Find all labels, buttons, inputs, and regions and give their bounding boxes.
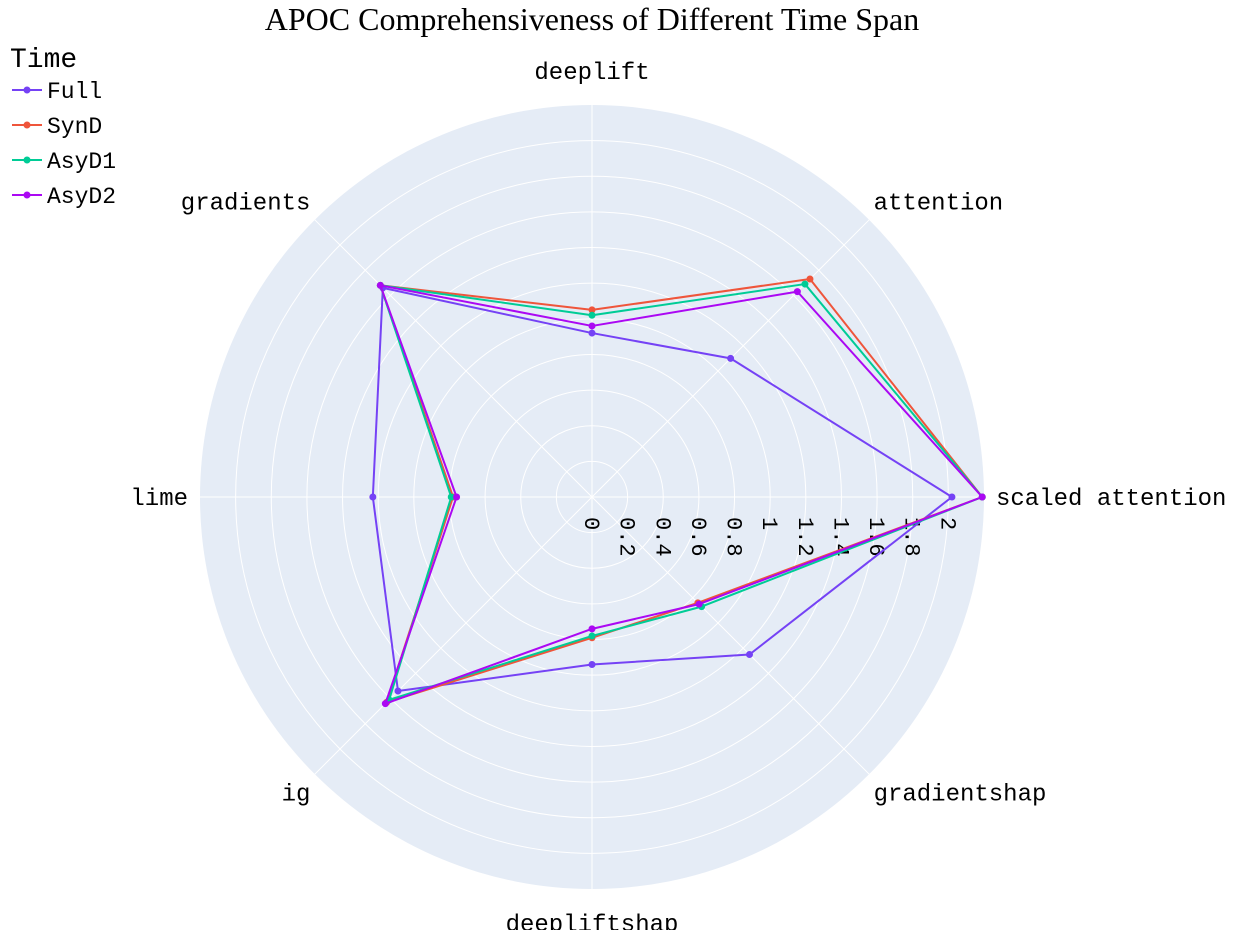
series-point <box>447 493 455 501</box>
radial-tick-label: 0.2 <box>614 517 639 557</box>
series-point <box>588 329 596 337</box>
legend-swatch-marker <box>23 191 31 199</box>
legend-swatch-marker <box>23 156 31 164</box>
series-layer <box>369 275 986 708</box>
legend-title: Time <box>10 45 77 76</box>
series-point <box>588 660 596 668</box>
series-point <box>588 625 596 633</box>
series-point <box>695 600 703 608</box>
radial-tick-label: 1 <box>756 517 781 530</box>
radial-tick-label: 0.4 <box>649 517 674 557</box>
series-point <box>588 306 596 314</box>
series-point <box>793 288 801 296</box>
radial-tick-label: 1.2 <box>792 517 817 557</box>
series-point <box>588 311 596 319</box>
series-point <box>453 493 461 501</box>
category-label: attention <box>874 190 1004 217</box>
series-point <box>394 687 402 695</box>
radial-tick-label: 0 <box>578 517 603 530</box>
radial-tick-labels: 0 0.2 0.4 0.6 0.8 1 1.2 1.4 1.6 1.8 2 <box>578 517 959 557</box>
category-label: scaled attention <box>996 486 1226 513</box>
series-point <box>588 632 596 640</box>
series-point <box>369 493 377 501</box>
legend: Time Full SynD AsyD1 AsyD2 <box>10 45 116 210</box>
radial-tick-label: 0.6 <box>685 517 710 557</box>
series-point <box>978 493 986 501</box>
grid-spoke <box>591 496 870 775</box>
series-point <box>376 281 384 289</box>
legend-entry-label: SynD <box>47 114 102 140</box>
category-label: gradients <box>181 190 311 217</box>
legend-swatch-marker <box>23 86 31 94</box>
legend-swatch-marker <box>23 121 31 129</box>
category-label: lime <box>130 486 188 513</box>
series-point <box>948 493 956 501</box>
polar-grid <box>200 105 984 889</box>
grid-spoke <box>314 496 593 775</box>
radial-tick-label: 2 <box>934 517 959 530</box>
legend-entry-label: AsyD2 <box>47 184 116 210</box>
category-label: deepliftshap <box>506 912 679 930</box>
radial-tick-label: 0.8 <box>721 517 746 557</box>
legend-entry-label: Full <box>47 79 102 105</box>
grid-spoke <box>314 219 593 498</box>
chart-title: APOC Comprehensiveness of Different Time… <box>265 1 919 37</box>
series-point <box>806 275 814 283</box>
category-label: ig <box>282 782 311 809</box>
series-point <box>727 354 735 362</box>
legend-entry-label: AsyD1 <box>47 149 116 175</box>
series-point <box>745 650 753 658</box>
series-point <box>801 280 809 288</box>
series-point <box>381 700 389 708</box>
series-point <box>588 322 596 330</box>
category-axis-labels: scaled attention attention deeplift gradien… <box>130 60 1226 930</box>
category-label: gradientshap <box>874 782 1047 809</box>
category-label: deeplift <box>534 60 649 87</box>
